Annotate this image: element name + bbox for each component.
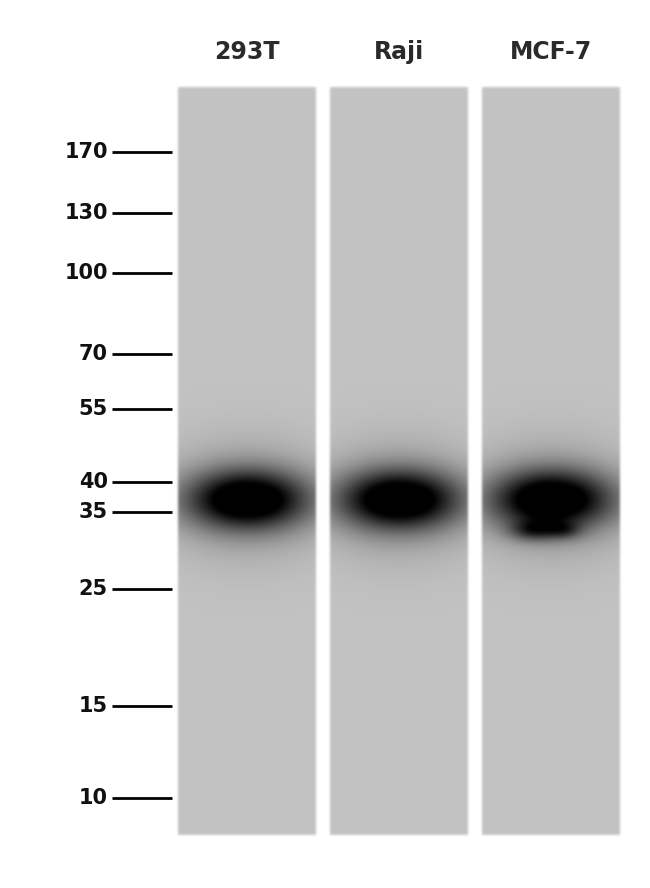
Text: 40: 40 xyxy=(79,472,108,492)
Text: 70: 70 xyxy=(79,345,108,364)
Text: Raji: Raji xyxy=(374,40,424,64)
Text: 100: 100 xyxy=(64,263,108,283)
Text: 55: 55 xyxy=(79,400,108,419)
Text: 35: 35 xyxy=(79,503,108,522)
Text: 10: 10 xyxy=(79,788,108,808)
Text: 293T: 293T xyxy=(214,40,280,64)
Text: 130: 130 xyxy=(64,203,108,223)
Text: 15: 15 xyxy=(79,695,108,716)
Text: MCF-7: MCF-7 xyxy=(510,40,592,64)
Text: 25: 25 xyxy=(79,579,108,599)
Text: 170: 170 xyxy=(64,142,108,162)
